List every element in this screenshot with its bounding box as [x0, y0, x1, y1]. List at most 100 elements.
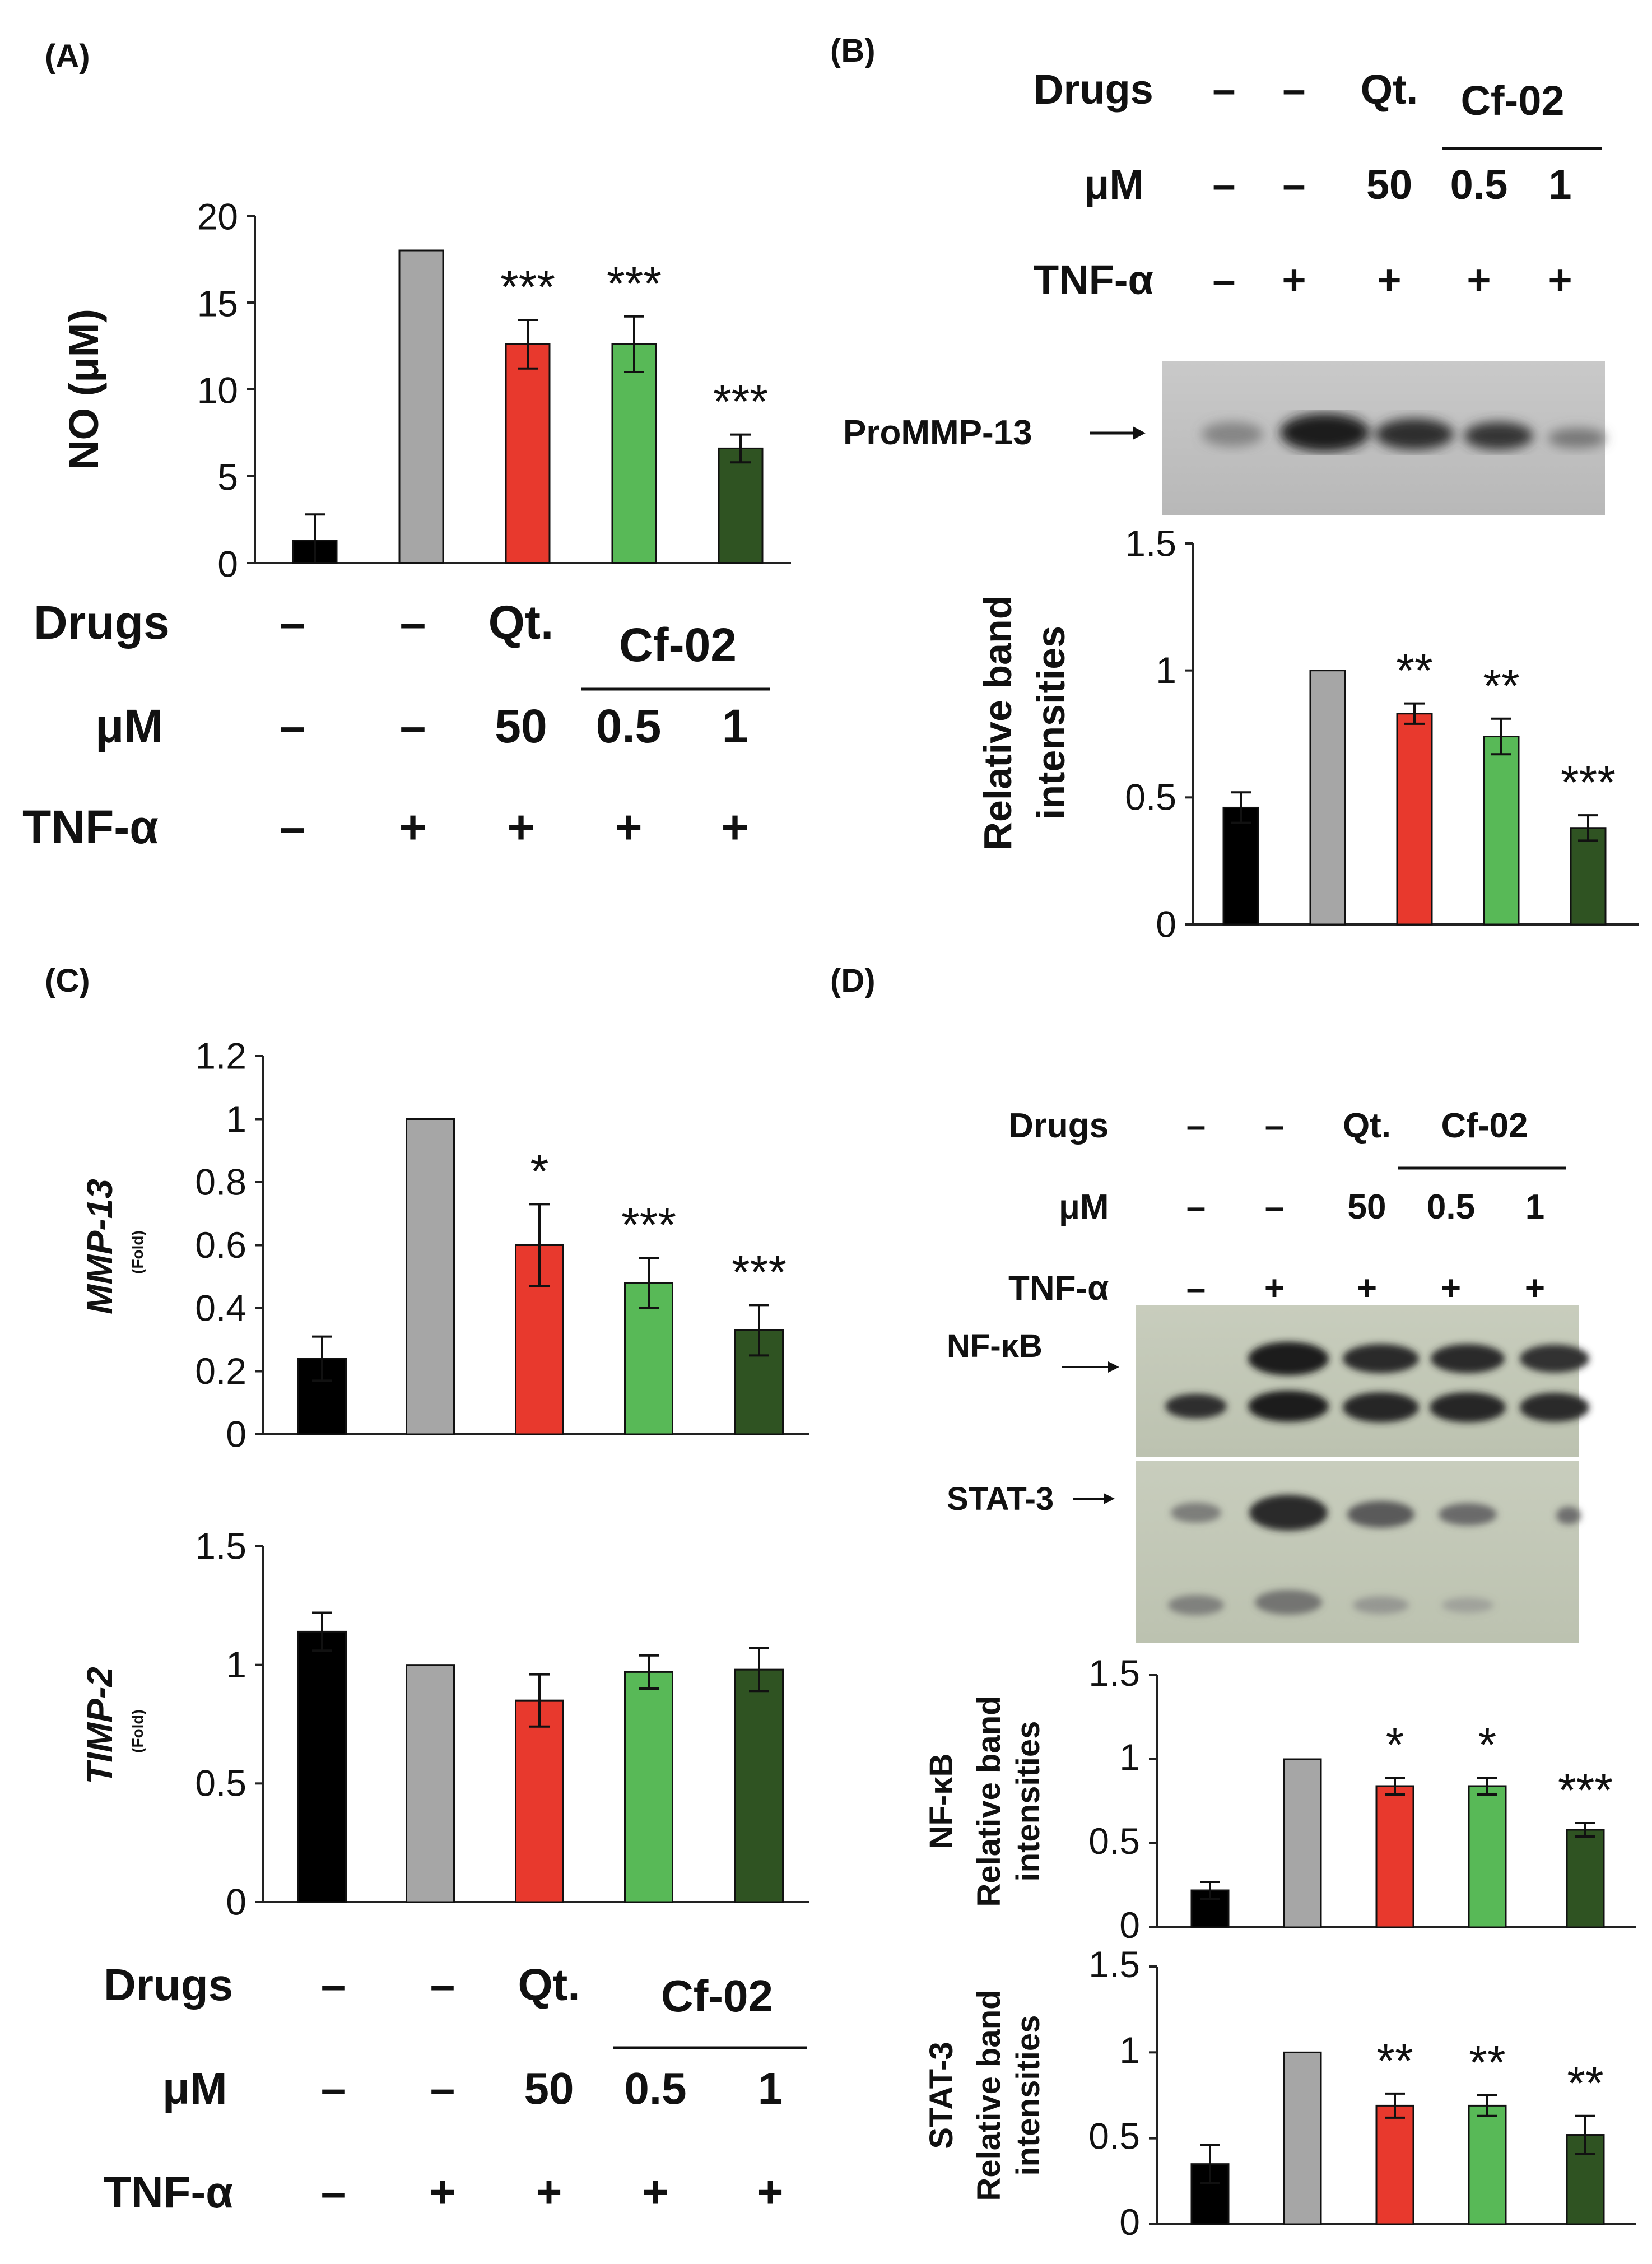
- treatment-cell: +: [757, 2167, 784, 2217]
- error-bar: [730, 433, 751, 464]
- treatment-cell: +: [1264, 1269, 1285, 1308]
- arrow-right-icon: [1090, 426, 1146, 440]
- row-label-drugs: Drugs: [1034, 66, 1153, 113]
- treatment-cell: +: [536, 2167, 562, 2217]
- y-tick-label: 0.5: [1088, 2116, 1140, 2157]
- bar: [1483, 736, 1520, 926]
- treatment-cell: +: [643, 2167, 669, 2217]
- bar: [406, 1664, 455, 1903]
- bar: [611, 343, 657, 564]
- treatment-cell: 0.5: [596, 700, 662, 752]
- treatment-cell: 0.5: [1450, 161, 1508, 208]
- bar: [624, 1671, 673, 1903]
- significance-label: **: [1469, 2036, 1505, 2089]
- row-label-tnf: TNF-α: [1008, 1269, 1109, 1308]
- row-label-drugs: Drugs: [1008, 1107, 1109, 1145]
- treatment-cell: –: [321, 2063, 346, 2113]
- bar: [1375, 1785, 1414, 1928]
- significance-label: ***: [500, 261, 555, 313]
- panel-label-b: (B): [830, 32, 876, 69]
- row-label-tnf: TNF-α: [22, 801, 159, 853]
- blot-label-nfkb: NF-κB: [947, 1328, 1043, 1364]
- error-bar: [624, 315, 644, 373]
- treatment-cell: –: [280, 700, 306, 752]
- significance-label: *: [1478, 1718, 1497, 1771]
- treatment-cell: +: [1548, 257, 1572, 303]
- treatment-cell: 1: [758, 2063, 783, 2113]
- error-bar: [749, 1647, 769, 1693]
- treatment-cell: +: [1525, 1269, 1545, 1308]
- treatment-cell: –: [430, 2063, 455, 2113]
- error-bar: [1491, 717, 1511, 756]
- western-blot-b: [1162, 361, 1606, 515]
- significance-label: *: [530, 1145, 549, 1197]
- significance-label: **: [1567, 2057, 1603, 2109]
- bar: [505, 343, 551, 564]
- chart-c-mmp13: 00.20.40.60.811.2*******MMP-13 (Fold): [80, 1035, 809, 1454]
- error-bar: [1404, 702, 1425, 725]
- y-axis-label: Relative band: [976, 595, 1020, 850]
- y-tick-label: 0: [1119, 1904, 1140, 1946]
- chart-d-nfkb: 00.511.5* ****NF-κB Relative band intensiti…: [923, 1652, 1636, 1946]
- error-bar: [1575, 2114, 1595, 2155]
- error-bar: [1477, 2094, 1497, 2117]
- bar: [1190, 2163, 1230, 2225]
- y-axis-unit: (Fold): [129, 1709, 146, 1753]
- treatment-cell: +: [1282, 257, 1306, 303]
- y-axis-unit: (Fold): [129, 1230, 146, 1274]
- y-tick-label: 0.5: [1088, 1820, 1140, 1862]
- significance-label: **: [1396, 644, 1432, 697]
- treatment-cell: 50: [524, 2063, 574, 2113]
- bar: [1375, 2104, 1414, 2225]
- error-bar: [518, 319, 538, 370]
- arrow-right-icon: [1062, 1361, 1119, 1373]
- y-tick-label: 0: [226, 1881, 246, 1922]
- significance-label: ***: [607, 257, 662, 310]
- blot-label-prommp13: ProMMP-13: [843, 413, 1032, 452]
- treatment-cell: –: [321, 1960, 346, 2010]
- bar: [297, 1630, 347, 1903]
- treatment-cell: –: [400, 700, 426, 752]
- y-tick-label: 0.6: [195, 1224, 246, 1266]
- y-axis-label: STAT-3: [923, 2042, 960, 2149]
- significance-label: **: [1483, 659, 1519, 712]
- bar: [398, 249, 444, 564]
- error-bar: [529, 1203, 550, 1287]
- blot-label-stat3: STAT-3: [947, 1481, 1054, 1517]
- bar: [1468, 1785, 1507, 1928]
- y-tick-label: 0: [217, 543, 238, 585]
- chart-b-prommp13: 00.511.5** *****Relative band intensities: [976, 522, 1639, 945]
- error-bar: [1385, 2092, 1405, 2119]
- treatment-cell: –: [430, 1960, 455, 2010]
- y-tick-label: 10: [197, 370, 238, 411]
- y-tick-label: 0.5: [195, 1763, 246, 1804]
- y-axis-label: Relative band: [971, 1695, 1007, 1907]
- error-bar: [1200, 2144, 1220, 2184]
- y-tick-label: 1: [1156, 649, 1176, 691]
- treatment-table-c: Drugs μM TNF-α – – Qt. – – 50 0.5 1 – + + + + Cf-02: [104, 1960, 807, 2217]
- y-tick-label: 0.4: [195, 1287, 246, 1328]
- y-tick-label: 0.5: [1125, 777, 1176, 818]
- treatment-cell: –: [280, 801, 306, 853]
- treatment-cell: –: [1265, 1107, 1284, 1145]
- treatment-cell: +: [430, 2167, 456, 2217]
- significance-label: ***: [621, 1198, 676, 1251]
- y-tick-label: 0: [226, 1413, 246, 1454]
- error-bar: [749, 1304, 769, 1357]
- treatment-cell: +: [1441, 1269, 1461, 1308]
- group-label-cf02: Cf-02: [619, 619, 737, 671]
- treatment-cell: –: [321, 2167, 346, 2217]
- error-bar: [1385, 1777, 1405, 1796]
- y-axis-label: intensities: [1029, 626, 1073, 820]
- error-bar: [1578, 814, 1598, 842]
- treatment-cell: Qt.: [488, 596, 554, 649]
- error-bar: [1200, 1881, 1220, 1900]
- treatment-cell: –: [1186, 1188, 1206, 1226]
- treatment-cell: +: [1377, 257, 1401, 303]
- treatment-cell: –: [1282, 161, 1305, 208]
- row-label-drugs: Drugs: [104, 1960, 233, 2010]
- significance-label: ***: [713, 375, 768, 428]
- bar: [1283, 1758, 1322, 1928]
- treatment-cell: –: [1265, 1188, 1284, 1226]
- y-axis-label: MMP-13: [80, 1179, 120, 1314]
